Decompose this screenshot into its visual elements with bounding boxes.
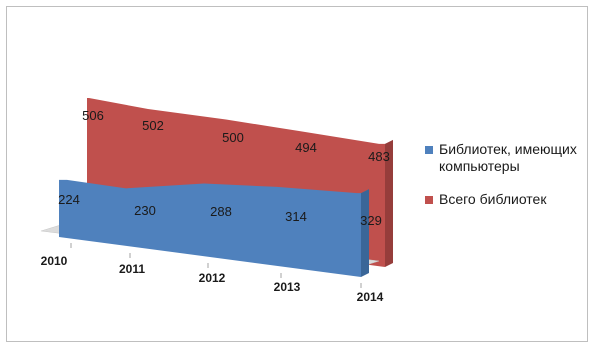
legend-label-total: Всего библиотек xyxy=(439,191,547,207)
data-label-computers: 329 xyxy=(360,213,382,228)
legend-item-total: Всего библиотек xyxy=(425,191,594,208)
legend-swatch-computers xyxy=(425,146,433,154)
x-tick-label: 2012 xyxy=(199,271,226,285)
chart-canvas: 2010 2011 2012 2013 2014 506 502 500 494 483 224 2… xyxy=(41,97,393,304)
data-label-total: 500 xyxy=(222,130,244,145)
x-tick-label: 2011 xyxy=(119,262,145,276)
data-label-computers: 288 xyxy=(210,204,232,219)
x-tick-label: 2013 xyxy=(274,280,301,294)
x-tick-label: 2010 xyxy=(41,254,68,268)
data-label-computers: 230 xyxy=(134,203,156,218)
legend-item-computers: Библиотек, имеющих компьютеры xyxy=(425,141,594,175)
series-computers-side-face xyxy=(361,189,369,277)
x-tick-label: 2014 xyxy=(357,290,384,304)
series-total-side-face xyxy=(385,139,393,267)
data-label-total: 506 xyxy=(82,108,104,123)
data-label-total: 494 xyxy=(295,140,317,155)
data-label-total: 502 xyxy=(142,118,164,133)
chart-frame: 2010 2011 2012 2013 2014 506 502 500 494 483 224 2… xyxy=(6,6,588,342)
legend-label-computers: Библиотек, имеющих компьютеры xyxy=(439,141,577,174)
legend-swatch-total xyxy=(425,196,433,204)
data-label-computers: 224 xyxy=(58,192,80,207)
series-computers-area xyxy=(59,179,361,277)
data-label-computers: 314 xyxy=(285,209,307,224)
chart-legend: Библиотек, имеющих компьютеры Всего библ… xyxy=(425,141,594,224)
data-label-total: 483 xyxy=(368,149,390,164)
